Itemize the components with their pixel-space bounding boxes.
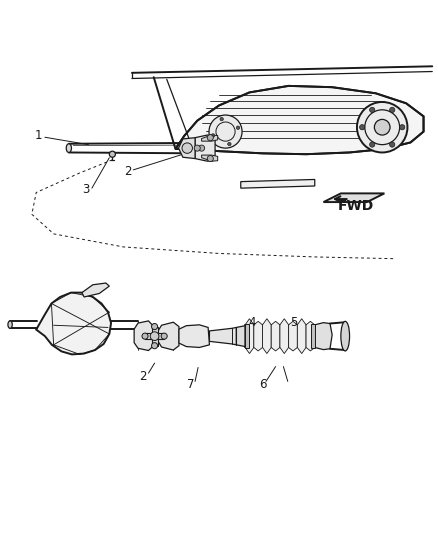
Circle shape <box>357 102 407 152</box>
Ellipse shape <box>8 321 12 328</box>
Ellipse shape <box>66 144 71 152</box>
Circle shape <box>370 107 375 112</box>
Polygon shape <box>306 321 315 351</box>
Polygon shape <box>297 319 306 353</box>
Polygon shape <box>158 322 179 350</box>
Polygon shape <box>237 326 245 346</box>
Text: 3: 3 <box>83 183 90 196</box>
Circle shape <box>390 142 395 147</box>
Circle shape <box>370 142 375 147</box>
Circle shape <box>220 117 223 121</box>
Polygon shape <box>262 319 271 353</box>
Text: 5: 5 <box>290 316 297 329</box>
Circle shape <box>207 156 213 161</box>
Polygon shape <box>155 333 164 339</box>
Polygon shape <box>289 321 297 351</box>
Polygon shape <box>152 327 158 336</box>
Text: 2: 2 <box>124 165 131 178</box>
Circle shape <box>142 333 148 339</box>
Circle shape <box>198 145 205 151</box>
Polygon shape <box>245 324 249 349</box>
Polygon shape <box>245 319 254 353</box>
Polygon shape <box>134 321 154 351</box>
Polygon shape <box>195 135 215 161</box>
Polygon shape <box>280 319 289 353</box>
Polygon shape <box>241 180 315 188</box>
Polygon shape <box>254 321 262 351</box>
Polygon shape <box>179 325 209 348</box>
Circle shape <box>209 115 242 148</box>
Text: 2: 2 <box>139 370 147 383</box>
Polygon shape <box>201 155 218 161</box>
Circle shape <box>152 324 158 329</box>
Circle shape <box>360 125 365 130</box>
Polygon shape <box>145 333 155 339</box>
Polygon shape <box>311 324 315 349</box>
Circle shape <box>110 151 116 157</box>
Circle shape <box>152 343 158 349</box>
Text: 6: 6 <box>259 378 266 391</box>
Circle shape <box>182 143 192 154</box>
Polygon shape <box>209 327 237 345</box>
Polygon shape <box>271 321 280 351</box>
Circle shape <box>228 142 231 146</box>
Text: 7: 7 <box>187 378 194 391</box>
Polygon shape <box>179 138 195 158</box>
Polygon shape <box>201 135 218 141</box>
Circle shape <box>399 125 405 130</box>
Text: 4: 4 <box>248 316 255 329</box>
Polygon shape <box>176 86 424 154</box>
Text: 1: 1 <box>35 130 42 142</box>
Polygon shape <box>323 193 385 202</box>
Circle shape <box>390 107 395 112</box>
Polygon shape <box>36 293 111 354</box>
Polygon shape <box>82 283 110 297</box>
Circle shape <box>211 134 215 137</box>
Circle shape <box>207 135 213 141</box>
Circle shape <box>236 126 240 130</box>
Ellipse shape <box>341 321 350 351</box>
Circle shape <box>150 332 159 341</box>
Polygon shape <box>152 336 158 346</box>
Circle shape <box>194 145 200 151</box>
Circle shape <box>374 119 390 135</box>
Polygon shape <box>315 322 332 350</box>
Circle shape <box>161 333 167 339</box>
Text: FWD: FWD <box>338 199 374 213</box>
